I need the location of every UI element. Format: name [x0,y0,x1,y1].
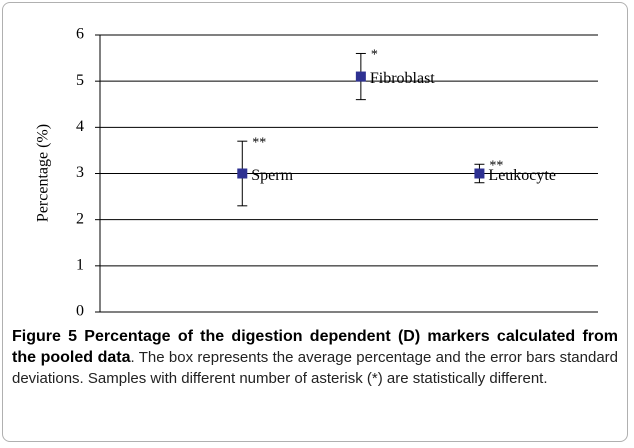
y-tick-label: 5 [76,72,84,89]
y-tick-label: 1 [76,257,84,274]
significance-mark: * [371,48,378,63]
point-label: Leukocyte [488,167,556,184]
y-tick-label: 0 [76,303,84,320]
caption-text: . The box represents the average percent… [12,349,619,387]
point-label: Sperm [251,167,293,184]
significance-mark: ** [252,135,266,150]
y-tick-label: 6 [76,26,84,43]
y-tick-label: 3 [76,164,84,181]
chart: Percentage (%) 0 1 2 3 4 5 6 Sperm ** Fibroblast *… [35,26,598,320]
y-axis-label: Percentage (%) [35,124,52,222]
point-marker [355,71,366,82]
caption: Figure 5 Percentage of the digestion dep… [12,326,618,389]
significance-mark: ** [489,158,503,173]
y-tick-label: 4 [76,118,84,135]
y-tick-label: 2 [76,210,84,227]
point-label: Fibroblast [370,70,435,87]
figure-frame [2,2,628,442]
point-marker [474,168,485,179]
caption-title: Figure 5 Percentage of the digestion dep… [12,328,618,366]
point-marker [237,168,248,179]
